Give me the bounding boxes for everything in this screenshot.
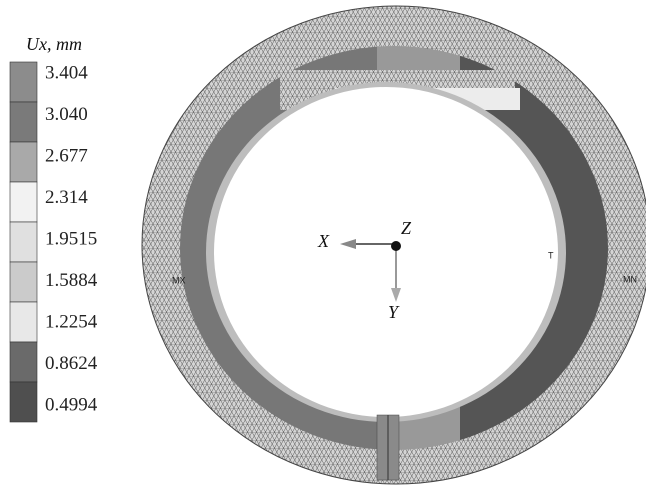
legend-label: 2.677 xyxy=(45,145,88,166)
legend-label: 1.2254 xyxy=(45,311,98,332)
t-marker: T xyxy=(548,250,554,260)
legend-label: 0.4994 xyxy=(45,394,98,415)
legend-title: Ux, mm xyxy=(26,34,82,54)
legend-swatch xyxy=(10,262,37,302)
legend-label: 2.314 xyxy=(45,187,88,208)
max-marker: MX xyxy=(172,275,186,285)
legend-swatch xyxy=(10,62,37,102)
legend-swatch xyxy=(10,302,37,342)
legend-swatch xyxy=(10,102,37,142)
figure: Ux, mm 3.404 3.040 2.677 2.314 1.9515 1.5884 1… xyxy=(0,0,646,490)
legend-swatch xyxy=(10,342,37,382)
legend-swatch xyxy=(10,142,37,182)
legend-label: 0.8624 xyxy=(45,353,98,374)
x-axis-label: X xyxy=(317,231,330,251)
legend-label: 3.040 xyxy=(45,104,88,125)
z-axis-label: Z xyxy=(401,218,412,238)
legend-label: 1.9515 xyxy=(45,228,97,249)
legend-label: 1.5884 xyxy=(45,270,98,291)
legend-label: 3.404 xyxy=(45,62,88,83)
legend-swatch xyxy=(10,382,37,422)
min-marker: MN xyxy=(623,274,637,284)
legend-swatch xyxy=(10,222,37,262)
legend-swatch xyxy=(10,182,37,222)
